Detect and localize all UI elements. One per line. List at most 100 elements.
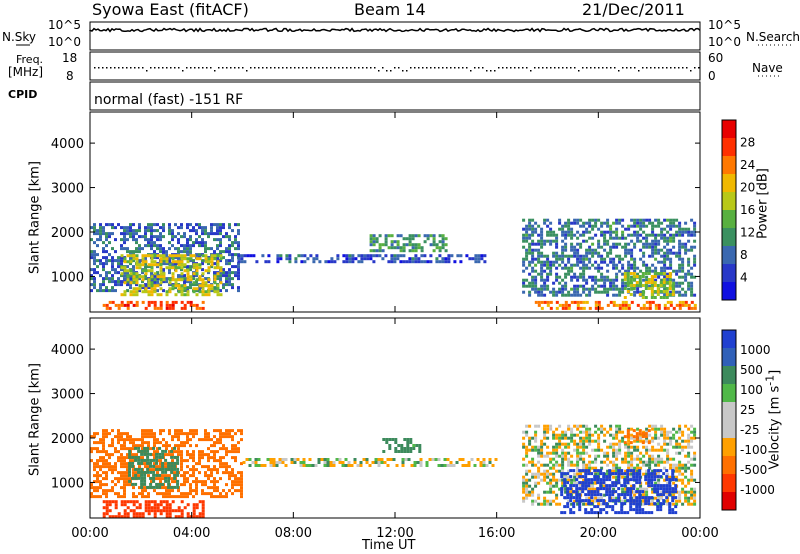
data-cell bbox=[627, 287, 631, 291]
data-cell bbox=[668, 490, 672, 494]
data-cell bbox=[96, 477, 99, 481]
data-cell bbox=[384, 237, 388, 241]
data-cell bbox=[564, 454, 568, 458]
data-cell bbox=[276, 257, 280, 261]
data-cell bbox=[228, 280, 231, 284]
data-cell bbox=[114, 477, 117, 481]
data-cell bbox=[576, 306, 580, 310]
data-cell bbox=[195, 506, 199, 510]
data-cell bbox=[600, 275, 604, 279]
data-cell bbox=[162, 250, 165, 254]
data-cell bbox=[666, 502, 670, 506]
data-cell bbox=[552, 466, 556, 470]
data-cell bbox=[668, 502, 672, 506]
data-cell bbox=[588, 436, 592, 440]
data-cell bbox=[210, 468, 213, 472]
data-cell bbox=[204, 260, 208, 264]
data-cell bbox=[102, 444, 105, 448]
data-cell bbox=[156, 254, 160, 258]
data-cell bbox=[614, 484, 618, 488]
data-cell bbox=[400, 447, 404, 450]
data-cell bbox=[642, 472, 646, 476]
data-cell bbox=[611, 472, 615, 476]
data-cell bbox=[318, 260, 322, 264]
data-cell bbox=[152, 476, 156, 480]
data-cell bbox=[606, 221, 610, 225]
data-cell bbox=[672, 306, 676, 310]
data-cell bbox=[432, 240, 436, 244]
data-cell bbox=[123, 277, 126, 281]
data-cell bbox=[612, 260, 616, 264]
data-cell bbox=[417, 260, 421, 264]
data-cell bbox=[192, 259, 195, 263]
data-cell bbox=[128, 467, 132, 471]
data-cell bbox=[153, 241, 156, 245]
data-cell bbox=[369, 254, 373, 258]
colorbar-tick-label: -1000 bbox=[740, 483, 775, 497]
data-cell bbox=[105, 506, 109, 510]
data-cell bbox=[534, 472, 538, 476]
data-cell bbox=[576, 457, 580, 461]
data-cell bbox=[225, 277, 228, 281]
data-cell bbox=[219, 223, 222, 227]
data-cell bbox=[693, 239, 697, 243]
data-cell bbox=[168, 515, 172, 519]
data-cell bbox=[582, 442, 586, 446]
data-cell bbox=[174, 432, 177, 436]
data-cell bbox=[156, 263, 160, 267]
data-cell bbox=[552, 478, 556, 482]
data-cell bbox=[99, 456, 102, 460]
data-cell bbox=[564, 300, 568, 304]
data-cell bbox=[546, 233, 550, 237]
data-cell bbox=[588, 266, 592, 270]
data-cell bbox=[549, 263, 553, 267]
freq-dot bbox=[202, 67, 204, 69]
data-cell bbox=[645, 493, 649, 497]
data-cell bbox=[570, 478, 574, 482]
data-cell bbox=[638, 284, 642, 287]
data-cell bbox=[400, 444, 404, 447]
data-cell bbox=[143, 479, 147, 483]
data-cell bbox=[564, 281, 568, 285]
data-cell bbox=[351, 260, 355, 264]
data-cell bbox=[161, 461, 165, 465]
data-cell bbox=[219, 250, 222, 254]
data-cell bbox=[192, 465, 195, 469]
data-cell bbox=[102, 465, 105, 469]
data-cell bbox=[654, 430, 658, 434]
data-cell bbox=[275, 461, 279, 464]
data-cell bbox=[198, 480, 201, 484]
data-cell bbox=[162, 500, 166, 504]
data-cell bbox=[594, 218, 598, 222]
data-cell bbox=[108, 468, 111, 472]
data-cell bbox=[396, 234, 400, 238]
data-cell bbox=[117, 262, 120, 266]
data-cell bbox=[615, 272, 619, 276]
data-cell bbox=[615, 254, 619, 258]
data-cell bbox=[153, 274, 156, 278]
data-cell bbox=[605, 487, 609, 491]
data-cell bbox=[204, 293, 208, 297]
data-cell bbox=[546, 239, 550, 243]
data-cell bbox=[99, 262, 102, 266]
data-cell bbox=[630, 475, 634, 479]
data-cell bbox=[153, 278, 157, 282]
y-tick-label: 1000 bbox=[51, 476, 84, 491]
data-cell bbox=[96, 289, 99, 293]
data-cell bbox=[189, 444, 192, 448]
data-cell bbox=[662, 490, 666, 494]
x-tick-label: 00:00 bbox=[71, 526, 108, 541]
freq-dot bbox=[426, 67, 428, 69]
data-cell bbox=[228, 465, 231, 469]
data-cell bbox=[117, 429, 120, 433]
data-cell bbox=[171, 238, 174, 242]
data-cell bbox=[455, 461, 459, 464]
data-cell bbox=[690, 284, 694, 288]
data-cell bbox=[195, 278, 199, 282]
data-cell bbox=[474, 260, 478, 264]
data-cell bbox=[158, 446, 162, 450]
data-cell bbox=[171, 278, 175, 282]
data-cell bbox=[615, 236, 619, 240]
data-cell bbox=[612, 303, 616, 307]
data-cell bbox=[624, 490, 628, 494]
